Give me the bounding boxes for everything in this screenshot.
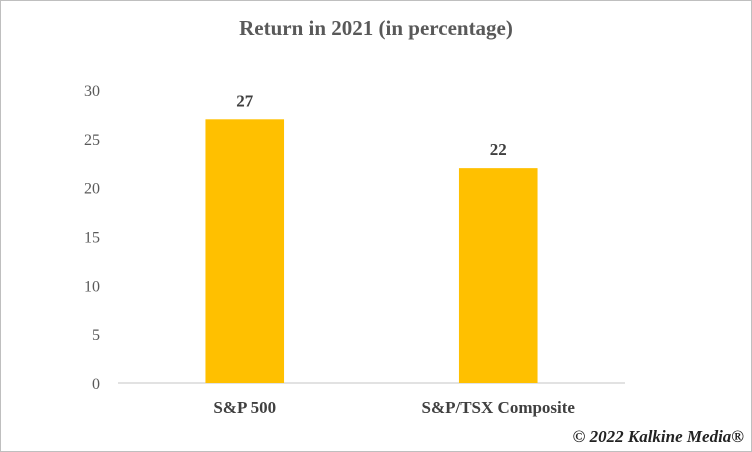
y-tick-label: 5	[92, 327, 100, 344]
y-tick-label: 10	[84, 278, 100, 295]
data-label: 27	[236, 91, 254, 110]
y-tick-label: 20	[84, 181, 100, 198]
x-category-label: S&P/TSX Composite	[422, 398, 576, 417]
y-tick-label: 0	[92, 376, 100, 393]
bar	[205, 119, 285, 384]
x-category-label: S&P 500	[213, 398, 276, 417]
copyright-notice: © 2022 Kalkine Media®	[572, 427, 744, 446]
y-tick-label: 25	[84, 132, 100, 149]
y-tick-label: 30	[84, 83, 100, 100]
data-label: 22	[490, 140, 507, 159]
bar	[458, 168, 538, 383]
y-tick-label: 15	[84, 230, 100, 247]
chart-title: Return in 2021 (in percentage)	[239, 16, 513, 40]
